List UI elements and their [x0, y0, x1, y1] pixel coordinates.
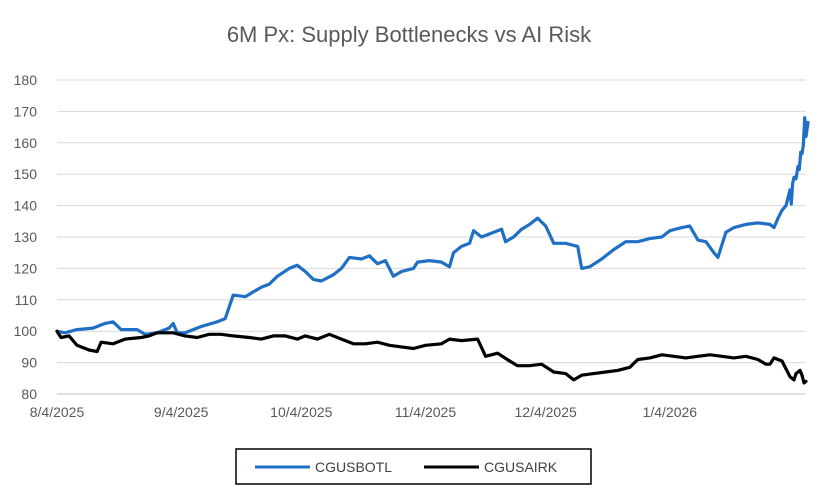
- x-tick-label: 1/4/2026: [643, 404, 698, 420]
- series-line-cgusairk: [55, 329, 808, 385]
- y-tick-label: 160: [14, 135, 38, 151]
- y-tick-label: 170: [14, 103, 38, 119]
- y-tick-label: 140: [14, 198, 38, 214]
- gridlines: [57, 79, 806, 395]
- x-tick-label: 11/4/2025: [395, 404, 456, 420]
- y-tick-label: 130: [14, 229, 38, 245]
- x-tick-label: 9/4/2025: [154, 404, 209, 420]
- y-tick-label: 90: [21, 355, 37, 371]
- x-tick-label: 8/4/2025: [30, 404, 85, 420]
- y-axis: 80 90 100 110 120 130 140 150 160 170 180: [14, 72, 38, 402]
- y-tick-label: 80: [21, 386, 37, 402]
- y-tick-label: 110: [15, 292, 38, 308]
- y-tick-label: 150: [14, 166, 38, 182]
- legend-label-cgusbotl: CGUSBOTL: [315, 459, 392, 475]
- series-group: [55, 116, 810, 385]
- x-axis: 8/4/2025 9/4/2025 10/4/2025 11/4/2025 12/4/2…: [30, 393, 806, 420]
- y-tick-label: 180: [14, 72, 38, 88]
- chart-title: 6M Px: Supply Bottlenecks vs AI Risk: [227, 22, 592, 47]
- x-tick-label: 10/4/2025: [270, 404, 332, 420]
- legend: CGUSBOTL CGUSAIRK: [235, 448, 592, 485]
- y-tick-label: 100: [14, 323, 38, 339]
- x-tick-label: 12/4/2025: [515, 404, 577, 420]
- series-line-cgusbotl: [55, 116, 810, 336]
- y-tick-label: 120: [14, 260, 38, 276]
- legend-label-cgusairk: CGUSAIRK: [484, 459, 558, 475]
